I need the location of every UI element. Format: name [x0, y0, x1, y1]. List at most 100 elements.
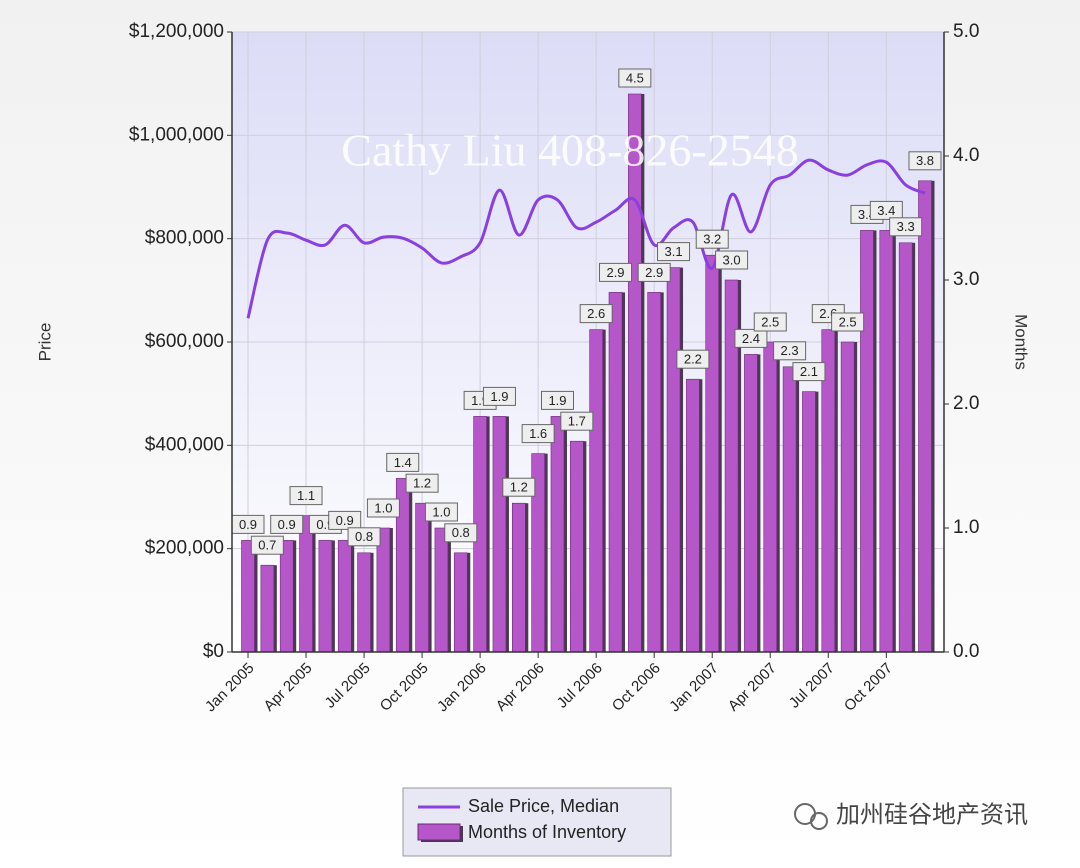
bar — [840, 341, 855, 653]
data-label: 0.9 — [336, 513, 354, 528]
bar — [376, 527, 391, 653]
data-label-box — [869, 200, 903, 220]
bar — [570, 440, 584, 653]
data-label-box — [792, 362, 826, 382]
data-label-box — [695, 229, 729, 249]
data-label-box — [502, 477, 536, 497]
brand-text: 加州硅谷地产资讯 — [836, 801, 1028, 828]
data-label: 1.2 — [510, 480, 528, 495]
data-label: 0.8 — [452, 525, 470, 540]
data-label: 3.8 — [916, 153, 934, 168]
data-label: 2.9 — [606, 265, 624, 280]
y-tick-label: $1,000,000 — [129, 124, 224, 145]
data-label-box — [270, 514, 304, 534]
data-label-box — [444, 523, 478, 543]
data-label-box — [637, 262, 671, 282]
data-label: 4.5 — [626, 70, 644, 85]
bars — [241, 93, 935, 653]
y-tick-label: $600,000 — [145, 331, 224, 352]
data-label-box — [560, 411, 594, 431]
data-label-box — [657, 242, 691, 262]
bar — [511, 502, 526, 653]
data-label-box — [753, 312, 787, 332]
bar — [357, 552, 371, 653]
y2-tick-label: 3.0 — [953, 269, 979, 290]
legend-label: Sale Price, Median — [468, 796, 619, 816]
data-label-box — [540, 390, 574, 410]
bar — [318, 540, 333, 653]
bar — [299, 515, 313, 653]
data-label: 2.5 — [839, 314, 857, 329]
bar — [337, 540, 352, 653]
data-label: 1.7 — [568, 414, 586, 429]
data-label-box — [889, 217, 923, 237]
y2-tick-label: 0.0 — [953, 641, 979, 662]
data-label: 0.9 — [239, 517, 257, 532]
y2-axis-title: Months — [1012, 314, 1031, 370]
data-label: 0.7 — [258, 538, 276, 553]
data-label-box — [599, 262, 633, 282]
data-label: 2.1 — [800, 364, 818, 379]
data-label-box — [831, 312, 865, 332]
data-label: 1.2 — [413, 476, 431, 491]
bar — [453, 552, 468, 653]
bar — [898, 242, 913, 653]
bar — [744, 354, 758, 653]
data-label: 1.4 — [394, 455, 412, 470]
data-label: 2.2 — [684, 352, 702, 367]
data-label: 1.9 — [548, 393, 566, 408]
data-label: 2.3 — [781, 343, 799, 358]
data-label-box — [676, 349, 710, 369]
y2-tick-label: 5.0 — [953, 21, 979, 42]
bar — [608, 292, 623, 653]
data-label: 1.0 — [374, 500, 392, 515]
data-label: 1.6 — [529, 426, 547, 441]
bar — [434, 527, 449, 653]
bar — [686, 378, 700, 653]
data-label-box — [250, 535, 284, 555]
data-label-box — [366, 498, 400, 518]
y-tick-label: $400,000 — [145, 434, 224, 455]
bar — [763, 341, 778, 653]
data-label-box — [386, 452, 420, 472]
data-label-box — [289, 486, 323, 506]
data-label-box — [715, 250, 749, 270]
bar — [860, 230, 874, 653]
data-label-box — [579, 304, 613, 324]
data-label-box — [773, 341, 807, 361]
y-tick-label: $200,000 — [145, 538, 224, 559]
data-label: 0.9 — [278, 517, 296, 532]
bar — [782, 366, 797, 653]
data-label-box — [405, 473, 439, 493]
data-label-box — [482, 386, 516, 406]
data-label: 3.1 — [665, 244, 683, 259]
data-label-box — [521, 424, 555, 444]
legend-swatch — [417, 823, 461, 841]
data-label: 1.0 — [432, 504, 450, 519]
bar — [415, 502, 429, 653]
bar — [492, 416, 507, 653]
bar — [705, 254, 720, 653]
data-label: 3.2 — [703, 232, 721, 247]
data-label-box — [618, 68, 652, 88]
legend-label: Months of Inventory — [468, 822, 626, 842]
bar — [260, 564, 275, 653]
bar — [802, 391, 816, 653]
data-label: 1.1 — [297, 488, 315, 503]
y2-tick-label: 1.0 — [953, 517, 979, 538]
bar — [879, 230, 894, 653]
data-label: 3.4 — [877, 203, 895, 218]
y2-tick-label: 2.0 — [953, 393, 979, 414]
data-label: 1.9 — [490, 389, 508, 404]
data-label-box — [908, 151, 942, 171]
data-label: 2.4 — [742, 331, 760, 346]
bar — [647, 292, 662, 653]
labels: 0.90.70.91.10.9 0.90.81.01.41.21.00.81.9 1… — [231, 68, 942, 555]
bar — [918, 180, 932, 653]
bar — [666, 267, 681, 653]
brand-icon — [810, 812, 828, 830]
y-axis-title: Price — [35, 323, 54, 362]
brand: 加州硅谷地产资讯 — [794, 801, 1028, 830]
